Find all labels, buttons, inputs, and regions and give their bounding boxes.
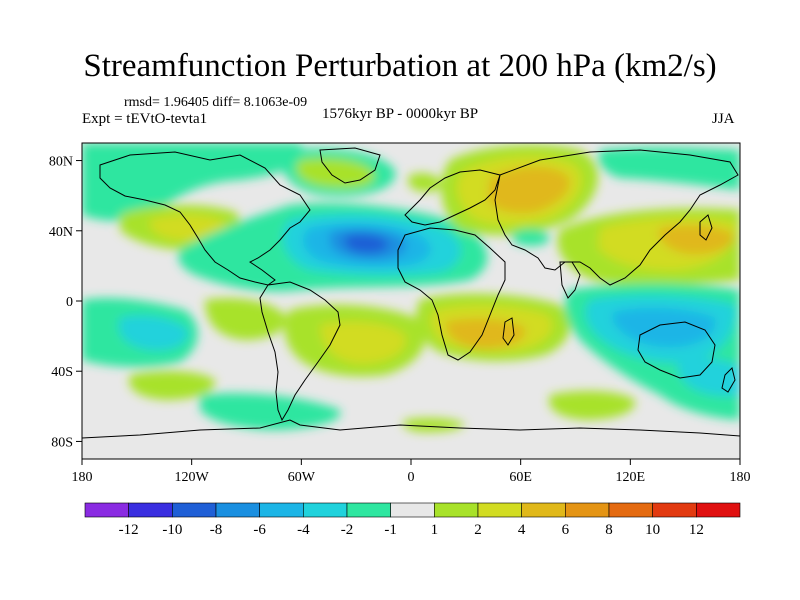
contour-green-nw: [82, 143, 223, 202]
colorbar-label: 8: [605, 522, 613, 538]
contour-lime-indian: [549, 390, 636, 420]
longitude-axis: 180 120W 60W 0 60E 120E 180: [72, 459, 751, 485]
greenland-outline: [319, 147, 381, 184]
colorbar-label: -10: [162, 522, 182, 538]
season-label: JJA: [712, 111, 735, 127]
europe-outline: [404, 169, 501, 226]
contour-green-gulf: [511, 229, 550, 246]
lon-label: 120W: [175, 470, 210, 485]
colorbar-swatch: [608, 502, 653, 518]
contour-gold-eurasia: [488, 166, 570, 213]
madagascar-outline: [502, 317, 515, 346]
colorbar-swatch: [434, 502, 479, 518]
contour-lime-southatlantic: [129, 370, 216, 400]
new-zealand-outline: [721, 367, 736, 393]
contour-lime-antarctic: [403, 417, 465, 433]
contour-lime-ne: [407, 173, 442, 193]
lon-label: 180: [730, 470, 751, 485]
colorbar-label: 4: [518, 522, 526, 538]
colorbar-swatch: [259, 502, 304, 518]
experiment-label: Expt = tEVtO-tevta1: [82, 111, 208, 127]
colorbar-swatch: [565, 502, 610, 518]
colorbar-swatch: [477, 502, 522, 518]
contour-green-southatlantic: [200, 393, 341, 430]
contour-yellow-nw: [149, 214, 229, 242]
antarctica-outline: [82, 419, 740, 439]
north-america-outline: [99, 151, 311, 286]
colorbar-label: 1: [431, 522, 439, 538]
colorbar-label: -8: [210, 522, 223, 538]
colorbar-swatch: [128, 502, 173, 518]
contour-yellow-southamerica: [320, 321, 406, 364]
australia-outline: [637, 321, 716, 379]
colorbar-swatch: [521, 502, 566, 518]
colorbar-label: -4: [297, 522, 310, 538]
lat-label: 80S: [51, 435, 73, 450]
colorbar-swatch: [696, 502, 741, 518]
colorbar-label: 12: [689, 522, 704, 538]
asia-outline: [494, 149, 739, 286]
colorbar: -12 -10 -8 -6 -4 -2 -1 1 2 4 6 8 10 12: [84, 502, 741, 538]
coastlines: [82, 147, 740, 439]
africa-outline: [397, 227, 506, 361]
stats-text: rmsd= 1.96405 diff= 8.1063e-09: [124, 95, 308, 110]
plot-title: Streamfunction Perturbation at 200 hPa (…: [83, 48, 717, 84]
colorbar-swatch: [172, 502, 217, 518]
lat-label: 40N: [49, 225, 73, 240]
latitude-axis: 80N 40N 0 40S 80S: [49, 155, 82, 450]
colorbar-swatch: [215, 502, 260, 518]
japan-outline: [699, 214, 713, 241]
lon-label: 60E: [509, 470, 532, 485]
contour-fields: [82, 143, 740, 433]
colorbar-label: -12: [119, 522, 139, 538]
colorbar-swatch: [346, 502, 391, 518]
contour-cyan-pacific-se: [677, 357, 740, 396]
colorbar-swatch: [303, 502, 348, 518]
india-outline: [559, 261, 581, 299]
colorbar-swatch: [84, 502, 129, 518]
colorbar-swatch: [390, 502, 435, 518]
lon-label: 120E: [616, 470, 646, 485]
contour-lime-sw: [205, 298, 286, 340]
colorbar-label: -2: [341, 522, 354, 538]
contour-darkblue-atlantic: [344, 234, 389, 254]
lon-label: 0: [408, 470, 415, 485]
lat-label: 0: [66, 295, 73, 310]
colorbar-label: 6: [562, 522, 570, 538]
lon-label: 60W: [288, 470, 316, 485]
colorbar-label: -6: [253, 522, 266, 538]
map-plot-area: [82, 143, 740, 459]
colorbar-label: 2: [474, 522, 482, 538]
colorbar-label: 10: [645, 522, 660, 538]
lat-label: 40S: [51, 365, 73, 380]
south-america-outline: [259, 281, 341, 422]
lon-label: 180: [72, 470, 93, 485]
contour-lightblue-pacific-s: [612, 308, 716, 348]
colorbar-swatch: [652, 502, 697, 518]
contour-lime-arctic: [296, 158, 375, 188]
contour-gold-asia: [659, 225, 735, 255]
contour-cyan-sw: [119, 315, 189, 351]
colorbar-label: -1: [384, 522, 397, 538]
period-label: 1576kyr BP - 0000kyr BP: [322, 106, 479, 122]
lat-label: 80N: [49, 155, 73, 170]
